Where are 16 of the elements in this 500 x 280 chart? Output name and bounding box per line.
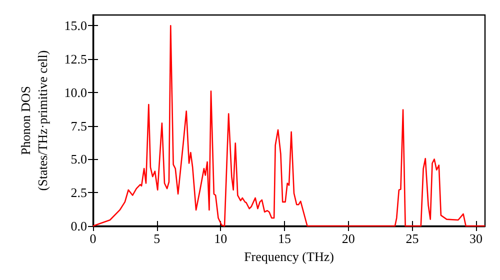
y-tick-label: 2.5: [70, 185, 87, 200]
x-tick-label: 25: [406, 231, 419, 246]
x-tick-label: 20: [342, 231, 355, 246]
x-tick-label: 30: [470, 231, 483, 246]
x-tick-label: 0: [90, 231, 96, 246]
y-tick-label: 7.5: [70, 118, 87, 134]
y-axis-title: Phonon DOS (States/THz·primitive cell): [18, 50, 50, 191]
x-axis-title: Frequency (THz): [244, 249, 334, 264]
y-tick-label: 12.5: [64, 52, 87, 67]
y-tick-label: 10.0: [64, 84, 87, 100]
x-tick-label: 15: [278, 231, 292, 246]
y-tick-label: 15.0: [64, 18, 87, 34]
x-tick-label: 10: [214, 231, 228, 246]
x-tick-label: 5: [154, 231, 160, 246]
y-tick-label: 0.0: [70, 218, 87, 234]
y-tick-label: 5.0: [70, 152, 87, 167]
